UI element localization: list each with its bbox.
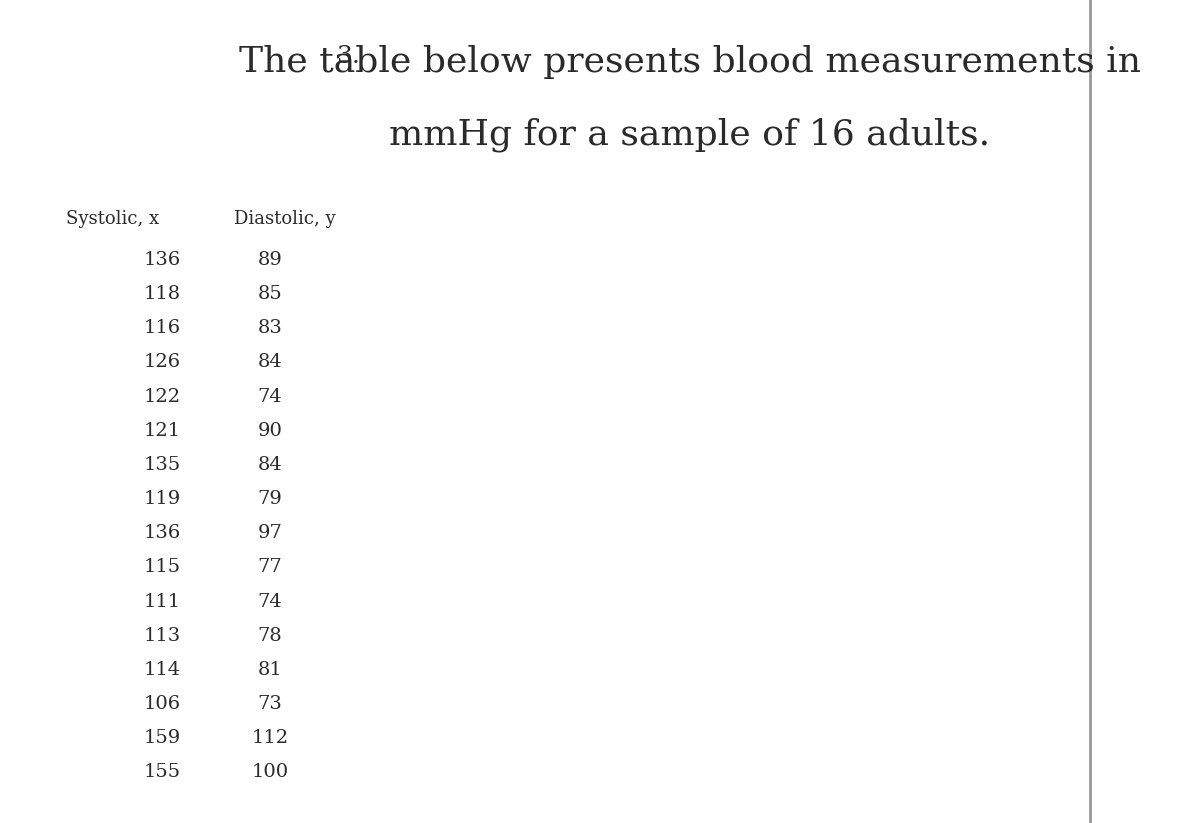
Text: 116: 116 (144, 319, 180, 337)
Text: 78: 78 (258, 627, 282, 644)
Text: 74: 74 (258, 388, 282, 406)
Text: 126: 126 (144, 354, 180, 371)
Text: The table below presents blood measurements in: The table below presents blood measureme… (239, 45, 1141, 79)
Text: Diastolic, y: Diastolic, y (234, 210, 336, 228)
Text: Systolic, x: Systolic, x (66, 210, 160, 228)
Text: 90: 90 (258, 422, 282, 439)
Text: 84: 84 (258, 354, 282, 371)
Text: 112: 112 (252, 729, 288, 747)
Text: 3.: 3. (336, 45, 360, 68)
Text: 81: 81 (258, 661, 282, 679)
Text: 136: 136 (143, 251, 181, 269)
Text: 118: 118 (144, 286, 180, 303)
Text: 83: 83 (258, 319, 282, 337)
Text: 136: 136 (143, 524, 181, 542)
Text: 97: 97 (258, 524, 282, 542)
Text: 77: 77 (258, 559, 282, 576)
Text: 106: 106 (144, 695, 180, 713)
Text: 79: 79 (258, 491, 282, 508)
Text: 89: 89 (258, 251, 282, 269)
Text: 73: 73 (258, 695, 282, 713)
Text: 135: 135 (143, 456, 181, 474)
Text: 122: 122 (144, 388, 180, 406)
Text: 115: 115 (144, 559, 180, 576)
Text: 74: 74 (258, 593, 282, 611)
Text: 113: 113 (143, 627, 181, 644)
Text: 100: 100 (252, 764, 288, 781)
Text: 159: 159 (143, 729, 181, 747)
Text: 84: 84 (258, 456, 282, 474)
Text: 114: 114 (144, 661, 180, 679)
Text: 119: 119 (143, 491, 181, 508)
Text: 121: 121 (144, 422, 180, 439)
Text: 111: 111 (144, 593, 180, 611)
Text: 85: 85 (258, 286, 282, 303)
Text: 155: 155 (144, 764, 180, 781)
Text: mmHg for a sample of 16 adults.: mmHg for a sample of 16 adults. (390, 118, 990, 152)
